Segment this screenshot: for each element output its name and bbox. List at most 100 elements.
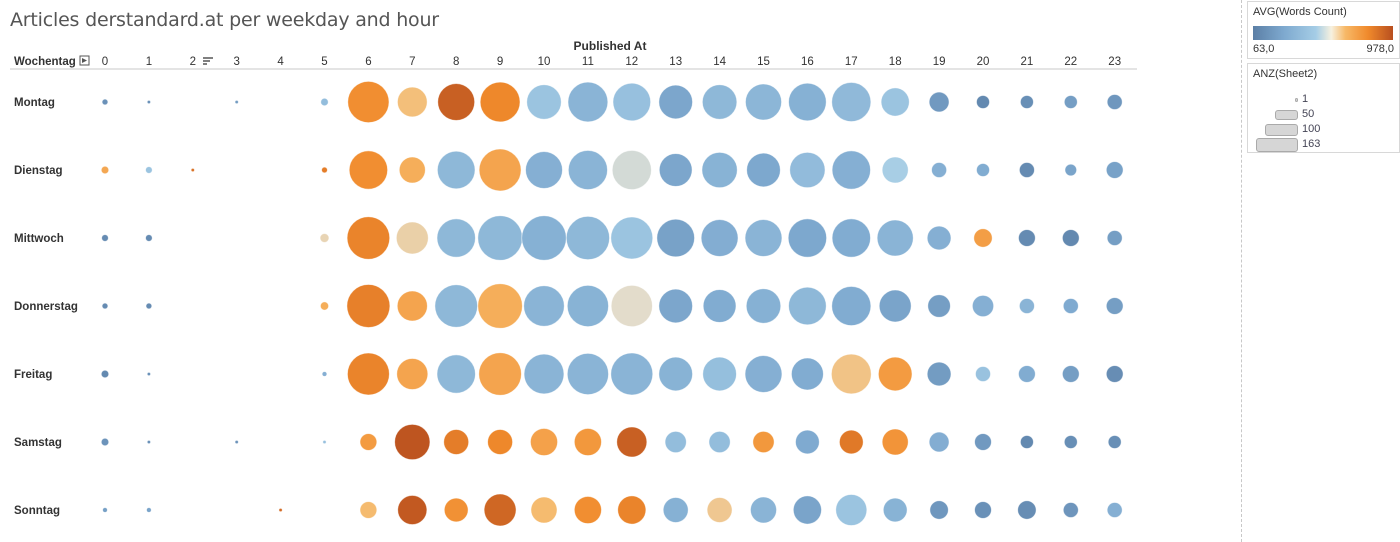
bubble-sonntag-h7[interactable] bbox=[397, 495, 428, 525]
bubble-samstag-h13[interactable] bbox=[664, 430, 687, 454]
bubble-freitag-h19[interactable] bbox=[926, 361, 952, 387]
bubble-mittwoch-h6[interactable] bbox=[346, 216, 391, 260]
bubble-sonntag-h9[interactable] bbox=[483, 493, 517, 527]
bubble-donnerstag-h8[interactable] bbox=[434, 284, 478, 328]
bubble-montag-h16[interactable] bbox=[788, 82, 827, 122]
bubble-freitag-h7[interactable] bbox=[396, 358, 429, 390]
bubble-mittwoch-h13[interactable] bbox=[656, 218, 695, 258]
bubble-samstag-h10[interactable] bbox=[530, 428, 558, 456]
bubble-sonntag-h16[interactable] bbox=[792, 495, 822, 525]
bubble-mittwoch-h11[interactable] bbox=[565, 215, 610, 261]
bubble-donnerstag-h15[interactable] bbox=[745, 288, 782, 324]
bubble-samstag-h20[interactable] bbox=[974, 433, 992, 451]
bubble-dienstag-h13[interactable] bbox=[658, 153, 693, 187]
bubble-montag-h1[interactable] bbox=[146, 99, 151, 105]
bubble-sonntag-h20[interactable] bbox=[974, 501, 992, 519]
bubble-mittwoch-h17[interactable] bbox=[831, 218, 871, 258]
bubble-dienstag-h8[interactable] bbox=[436, 150, 476, 190]
bubble-donnerstag-h22[interactable] bbox=[1062, 298, 1079, 314]
bubble-samstag-h18[interactable] bbox=[881, 428, 909, 456]
bubble-dienstag-h0[interactable] bbox=[100, 165, 110, 175]
bubble-montag-h12[interactable] bbox=[612, 82, 652, 122]
bubble-dienstag-h12[interactable] bbox=[611, 150, 652, 190]
bubble-mittwoch-h22[interactable] bbox=[1061, 229, 1080, 247]
bubble-sonntag-h19[interactable] bbox=[929, 500, 949, 520]
bubble-mittwoch-h21[interactable] bbox=[1018, 229, 1036, 247]
bubble-montag-h9[interactable] bbox=[479, 81, 521, 123]
bubble-samstag-h12[interactable] bbox=[616, 426, 648, 458]
bubble-montag-h19[interactable] bbox=[928, 91, 950, 113]
bubble-dienstag-h19[interactable] bbox=[931, 162, 948, 178]
bubble-dienstag-h1[interactable] bbox=[145, 166, 153, 174]
bubble-samstag-h14[interactable] bbox=[708, 430, 731, 454]
bubble-donnerstag-h20[interactable] bbox=[971, 294, 995, 318]
bubble-samstag-h7[interactable] bbox=[394, 423, 431, 461]
bubble-montag-h3[interactable] bbox=[234, 99, 239, 105]
bubble-dienstag-h16[interactable] bbox=[789, 151, 826, 189]
bubble-freitag-h12[interactable] bbox=[610, 352, 654, 396]
bubble-freitag-h22[interactable] bbox=[1061, 365, 1080, 383]
bubble-montag-h11[interactable] bbox=[567, 81, 609, 123]
bubble-samstag-h21[interactable] bbox=[1019, 435, 1034, 449]
bubble-mittwoch-h15[interactable] bbox=[744, 219, 783, 257]
bubble-montag-h7[interactable] bbox=[397, 86, 428, 118]
bubble-donnerstag-h18[interactable] bbox=[878, 289, 912, 323]
bubble-freitag-h5[interactable] bbox=[321, 371, 328, 377]
bubble-dienstag-h11[interactable] bbox=[567, 150, 608, 190]
bubble-donnerstag-h12[interactable] bbox=[610, 284, 653, 328]
bubble-sonntag-h0[interactable] bbox=[102, 507, 108, 513]
bubble-dienstag-h5[interactable] bbox=[321, 166, 328, 174]
bubble-donnerstag-h13[interactable] bbox=[658, 288, 693, 324]
bubble-freitag-h14[interactable] bbox=[702, 356, 737, 392]
bubble-montag-h5[interactable] bbox=[320, 97, 329, 107]
bubble-dienstag-h15[interactable] bbox=[746, 152, 781, 188]
bubble-montag-h8[interactable] bbox=[437, 83, 476, 121]
bubble-dienstag-h6[interactable] bbox=[348, 150, 388, 190]
bubble-mittwoch-h23[interactable] bbox=[1106, 230, 1123, 246]
bubble-samstag-h19[interactable] bbox=[928, 431, 950, 453]
bubble-dienstag-h23[interactable] bbox=[1105, 161, 1124, 179]
bubble-samstag-h6[interactable] bbox=[359, 433, 378, 451]
sort-indicator-icon[interactable] bbox=[203, 57, 213, 65]
bubble-mittwoch-h14[interactable] bbox=[700, 219, 739, 257]
bubble-mittwoch-h18[interactable] bbox=[876, 219, 914, 257]
bubble-dienstag-h18[interactable] bbox=[881, 156, 909, 184]
bubble-mittwoch-h19[interactable] bbox=[926, 225, 952, 251]
bubble-freitag-h21[interactable] bbox=[1018, 365, 1036, 383]
sort-icon[interactable] bbox=[79, 55, 90, 66]
bubble-samstag-h8[interactable] bbox=[443, 429, 470, 455]
bubble-samstag-h23[interactable] bbox=[1107, 435, 1122, 449]
bubble-freitag-h20[interactable] bbox=[975, 366, 991, 382]
bubble-mittwoch-h1[interactable] bbox=[145, 234, 153, 242]
bubble-freitag-h10[interactable] bbox=[523, 353, 565, 395]
bubble-dienstag-h2[interactable] bbox=[190, 167, 195, 173]
bubble-donnerstag-h14[interactable] bbox=[702, 289, 737, 323]
bubble-mittwoch-h0[interactable] bbox=[101, 234, 109, 242]
bubble-samstag-h16[interactable] bbox=[795, 429, 820, 455]
bubble-freitag-h6[interactable] bbox=[347, 352, 390, 396]
bubble-mittwoch-h7[interactable] bbox=[395, 221, 429, 255]
bubble-samstag-h15[interactable] bbox=[752, 430, 775, 454]
bubble-samstag-h5[interactable] bbox=[322, 439, 327, 445]
bubble-sonntag-h12[interactable] bbox=[617, 495, 647, 525]
bubble-freitag-h18[interactable] bbox=[877, 356, 913, 392]
bubble-donnerstag-h19[interactable] bbox=[927, 294, 951, 318]
bubble-sonntag-h17[interactable] bbox=[835, 494, 868, 526]
bubble-montag-h17[interactable] bbox=[831, 82, 872, 122]
bubble-dienstag-h17[interactable] bbox=[831, 150, 871, 190]
bubble-montag-h13[interactable] bbox=[658, 84, 693, 120]
bubble-donnerstag-h21[interactable] bbox=[1018, 298, 1035, 314]
bubble-montag-h22[interactable] bbox=[1063, 95, 1078, 109]
bubble-dienstag-h14[interactable] bbox=[701, 151, 738, 189]
bubble-sonntag-h13[interactable] bbox=[662, 497, 689, 523]
bubble-donnerstag-h5[interactable] bbox=[319, 301, 330, 311]
bubble-freitag-h11[interactable] bbox=[566, 352, 609, 396]
bubble-sonntag-h22[interactable] bbox=[1062, 502, 1079, 518]
bubble-dienstag-h7[interactable] bbox=[398, 156, 426, 184]
bubble-montag-h0[interactable] bbox=[101, 98, 109, 106]
bubble-mittwoch-h20[interactable] bbox=[973, 228, 993, 248]
bubble-samstag-h1[interactable] bbox=[146, 439, 151, 445]
bubble-samstag-h0[interactable] bbox=[100, 437, 110, 447]
bubble-donnerstag-h11[interactable] bbox=[566, 284, 609, 328]
bubble-mittwoch-h8[interactable] bbox=[436, 218, 476, 258]
